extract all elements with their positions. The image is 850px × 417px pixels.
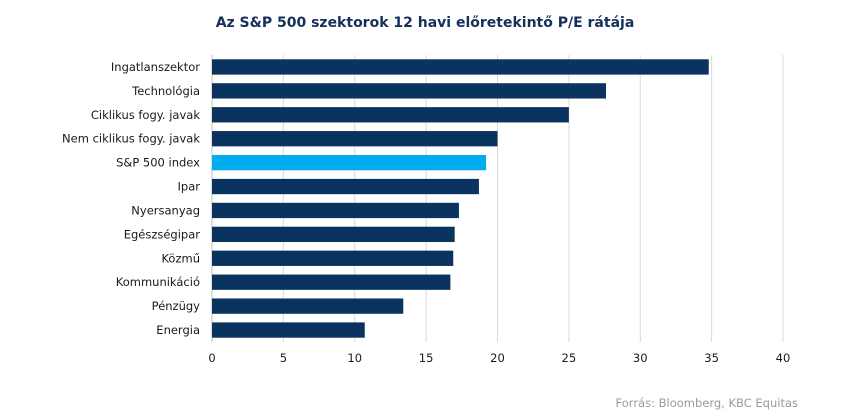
bar	[212, 178, 479, 195]
x-axis-ticks: 0 5 10 15 20 25 30 35 40	[208, 351, 790, 365]
x-tick-label: 20	[490, 351, 505, 365]
source-note: Forrás: Bloomberg, KBC Equitas	[615, 396, 798, 410]
category-label: Technológia	[131, 84, 200, 98]
bar	[212, 83, 606, 99]
x-tick-label: 25	[562, 351, 577, 365]
category-label: S&P 500 index	[116, 156, 200, 170]
bars	[212, 59, 709, 338]
bar	[212, 59, 709, 75]
x-tick-label: 15	[419, 351, 434, 365]
bar	[212, 202, 459, 219]
gridlines	[211, 55, 784, 342]
category-label: Közmű	[161, 251, 200, 265]
category-label: Energia	[156, 323, 200, 337]
bar	[212, 154, 487, 171]
category-label: Nem ciklikus fogy. javak	[62, 132, 200, 146]
category-label: Egészségipar	[124, 227, 201, 241]
category-labels: Ingatlanszektor Technológia Ciklikus fogy.…	[62, 60, 200, 337]
x-tick-label: 5	[280, 351, 287, 365]
bar	[212, 274, 451, 290]
chart-title: Az S&P 500 szektorok 12 havi előretekint…	[215, 15, 635, 31]
x-tick-label: 40	[776, 351, 791, 365]
x-tick-label: 0	[208, 351, 215, 365]
bar	[212, 226, 455, 243]
x-tick-label: 30	[633, 351, 648, 365]
category-label: Pénzügy	[152, 299, 201, 313]
bar	[212, 322, 365, 338]
category-label: Ciklikus fogy. javak	[91, 108, 200, 122]
category-label: Kommunikáció	[116, 275, 200, 289]
bar	[212, 298, 404, 314]
category-label: Ingatlanszektor	[111, 60, 200, 74]
x-tick-label: 10	[347, 351, 362, 365]
bar	[212, 131, 498, 147]
category-label: Ipar	[178, 180, 201, 194]
x-tick-label: 35	[704, 351, 719, 365]
bar	[212, 107, 569, 123]
bar	[212, 250, 454, 266]
category-label: Nyersanyag	[131, 203, 200, 217]
